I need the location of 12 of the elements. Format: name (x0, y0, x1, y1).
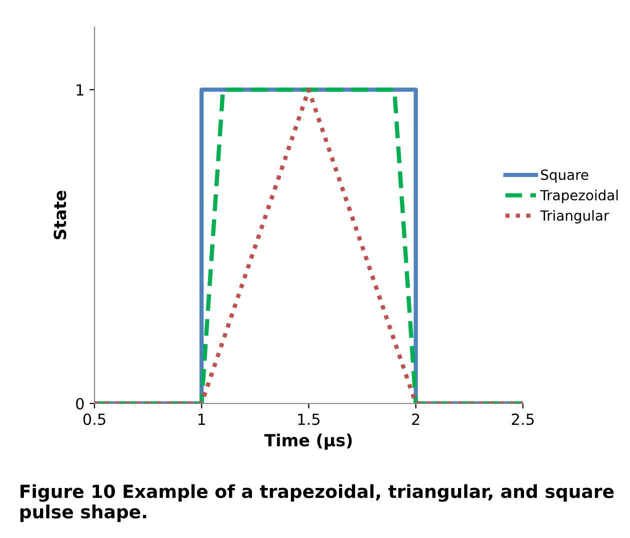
x-tick-label: 1.5 (298, 414, 320, 426)
x-axis-title: Time (µs) (264, 434, 352, 450)
caption: Figure 10 Example of a trapezoidal, triangular, and square pulse shape. (20, 484, 614, 522)
x-tick-label: 0.5 (83, 413, 106, 426)
legend-label: Square (541, 170, 588, 183)
y-tick-label: 0 (76, 398, 84, 410)
x-tick-label: 2.5 (512, 413, 534, 426)
x-tick-label: 1 (198, 414, 206, 425)
legend-label: Trapezoidal (540, 190, 618, 204)
x-tick-label: 2 (412, 413, 420, 425)
legend-label: Triangular (540, 210, 610, 224)
y-axis-title: State (54, 190, 66, 240)
